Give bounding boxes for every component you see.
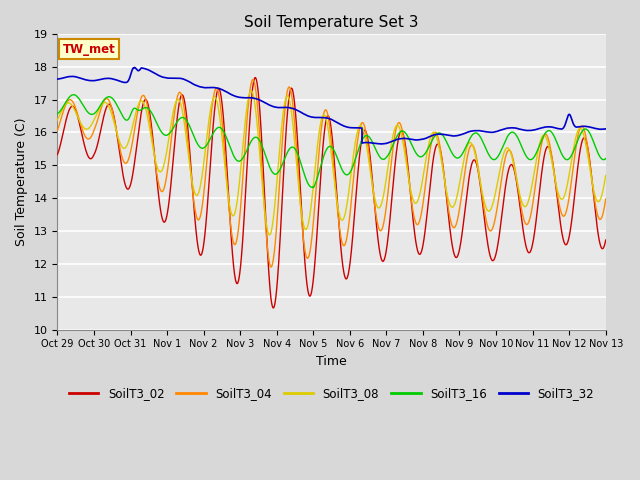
X-axis label: Time: Time [316,355,347,368]
Title: Soil Temperature Set 3: Soil Temperature Set 3 [244,15,419,30]
Legend: SoilT3_02, SoilT3_04, SoilT3_08, SoilT3_16, SoilT3_32: SoilT3_02, SoilT3_04, SoilT3_08, SoilT3_… [64,383,599,405]
Text: TW_met: TW_met [63,43,116,56]
Y-axis label: Soil Temperature (C): Soil Temperature (C) [15,118,28,246]
